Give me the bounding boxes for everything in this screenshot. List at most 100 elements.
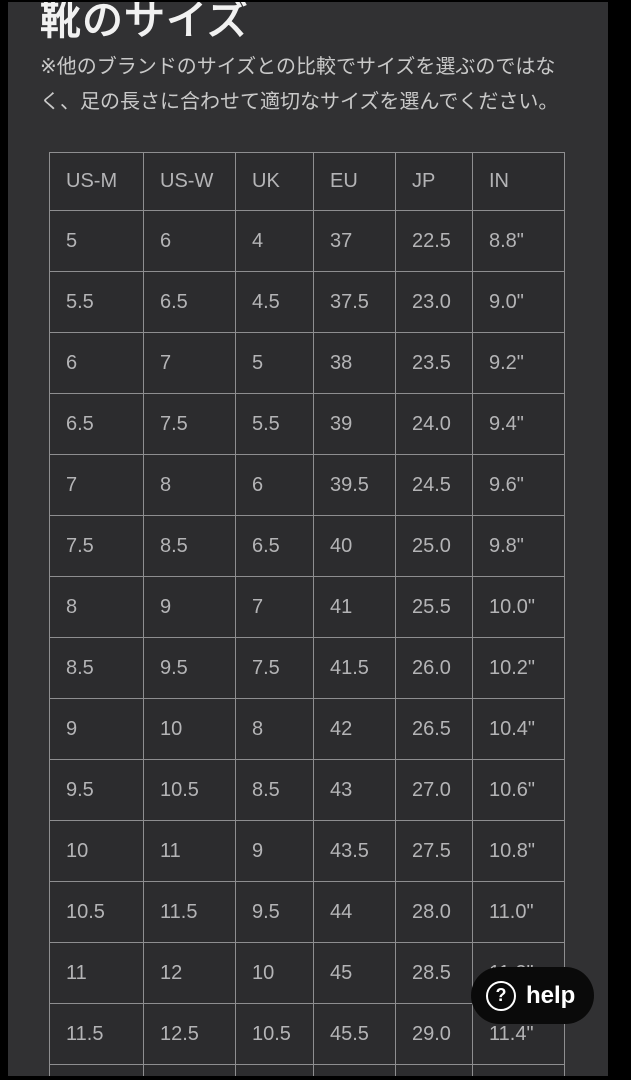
size-cell: 9 [143,576,236,638]
column-header-eu: EU [313,152,396,211]
size-cell: 9.5 [143,637,236,699]
page-title: 靴のサイズ [40,2,249,43]
column-header-uk: UK [235,152,314,211]
size-cell: 6.5 [235,515,314,577]
size-cell: 9.0" [472,271,565,333]
size-table-body: 5 6 4 37 22.5 8.8" 5.5 6.5 4.5 37.5 23.0 9.0" 6 7 5 38 2… [49,210,565,1076]
size-cell: 22.5 [395,210,473,272]
size-cell: 11.0" [472,881,565,943]
size-cell: 6.5 [49,393,144,455]
size-cell: 27.0 [395,759,473,821]
shoe-size-table: US-M US-W UK EU JP IN 5 6 4 37 22.5 8.8" 5.5 6.5 4.5 3… [49,152,565,1076]
size-cell: 10.5 [235,1003,314,1065]
size-cell: 8.8" [472,210,565,272]
help-button-label: help [526,981,576,1009]
size-row: 8.5 9.5 7.5 41.5 26.0 10.2" [49,637,565,699]
size-cell: 10.5 [143,759,236,821]
size-cell: 9 [49,698,144,760]
size-cell: 26.0 [395,637,473,699]
size-cell: 41 [313,576,396,638]
size-cell: 10.5 [49,881,144,943]
size-row: 8 9 7 41 25.5 10.0" [49,576,565,638]
size-cell: 10 [49,820,144,882]
size-cell: 6.5 [143,271,236,333]
size-cell: 29.0 [395,1003,473,1065]
size-cell: 7 [49,454,144,516]
size-cell: 5.5 [49,271,144,333]
size-cell: 24.5 [395,454,473,516]
size-cell: 9.6" [472,454,565,516]
size-cell: 42 [313,698,396,760]
size-cell: 11.5 [49,1003,144,1065]
size-cell: 40 [313,515,396,577]
size-cell: 8.5 [235,759,314,821]
question-mark-icon: ? [486,980,516,1011]
size-cell: 39.5 [313,454,396,516]
size-cell: 28.0 [395,881,473,943]
help-button[interactable]: ? help [471,967,595,1024]
size-cell: 11.5 [143,881,236,943]
size-row: 6.5 7.5 5.5 39 24.0 9.4" [49,393,565,455]
size-cell: 5 [49,210,144,272]
size-cell [235,1064,314,1076]
size-cell: 10.6" [472,759,565,821]
size-cell: 7.5 [49,515,144,577]
size-cell [49,1064,144,1076]
size-cell: 9.2" [472,332,565,394]
header-row: US-M US-W UK EU JP IN [49,152,565,211]
size-cell: 43 [313,759,396,821]
column-header-us-w: US-W [143,152,236,211]
size-row: 7.5 8.5 6.5 40 25.0 9.8" [49,515,565,577]
size-cell: 9.8" [472,515,565,577]
size-cell: 6 [143,210,236,272]
size-cell: 8 [235,698,314,760]
size-cell: 38 [313,332,396,394]
size-cell: 8 [49,576,144,638]
size-cell: 45.5 [313,1003,396,1065]
size-cell: 27.5 [395,820,473,882]
size-row: 5.5 6.5 4.5 37.5 23.0 9.0" [49,271,565,333]
size-cell: 24.0 [395,393,473,455]
size-cell: 23.0 [395,271,473,333]
size-row: 10 11 9 43.5 27.5 10.8" [49,820,565,882]
size-cell: 7.5 [143,393,236,455]
size-cell: 6 [49,332,144,394]
size-cell: 9.4" [472,393,565,455]
size-cell: 5.5 [235,393,314,455]
size-cell: 7.5 [235,637,314,699]
column-header-jp: JP [395,152,473,211]
size-cell: 7 [143,332,236,394]
size-cell: 4 [235,210,314,272]
size-table-container: US-M US-W UK EU JP IN 5 6 4 37 22.5 8.8" 5.5 6.5 4.5 3… [49,152,567,1076]
size-row: 6 7 5 38 23.5 9.2" [49,332,565,394]
size-cell: 37.5 [313,271,396,333]
size-cell: 44 [313,881,396,943]
size-cell: 28.5 [395,942,473,1004]
size-note-text: ※他のブランドのサイズとの比較でサイズを選ぶのではなく、足の長さに合わせて適切な… [40,56,559,114]
size-table-header: US-M US-W UK EU JP IN [49,152,565,211]
size-row: 5 6 4 37 22.5 8.8" [49,210,565,272]
size-cell [313,1064,396,1076]
size-cell: 4.5 [235,271,314,333]
size-cell: 11 [143,820,236,882]
size-cell: 10.0" [472,576,565,638]
size-cell [143,1064,236,1076]
size-cell: 25.5 [395,576,473,638]
size-guide-panel: 靴のサイズ ※他のブランドのサイズとの比較でサイズを選ぶのではなく、足の長さに合… [8,2,608,1076]
size-cell: 39 [313,393,396,455]
size-row [49,1064,565,1076]
size-cell: 10 [235,942,314,1004]
size-cell: 8 [143,454,236,516]
size-cell: 12 [143,942,236,1004]
size-cell: 25.0 [395,515,473,577]
size-cell: 10.4" [472,698,565,760]
size-row: 9.5 10.5 8.5 43 27.0 10.6" [49,759,565,821]
size-cell [395,1064,473,1076]
size-cell: 5 [235,332,314,394]
column-header-us-m: US-M [49,152,144,211]
size-cell: 9 [235,820,314,882]
size-cell: 10.2" [472,637,565,699]
size-row: 9 10 8 42 26.5 10.4" [49,698,565,760]
column-header-in: IN [472,152,565,211]
size-cell: 23.5 [395,332,473,394]
